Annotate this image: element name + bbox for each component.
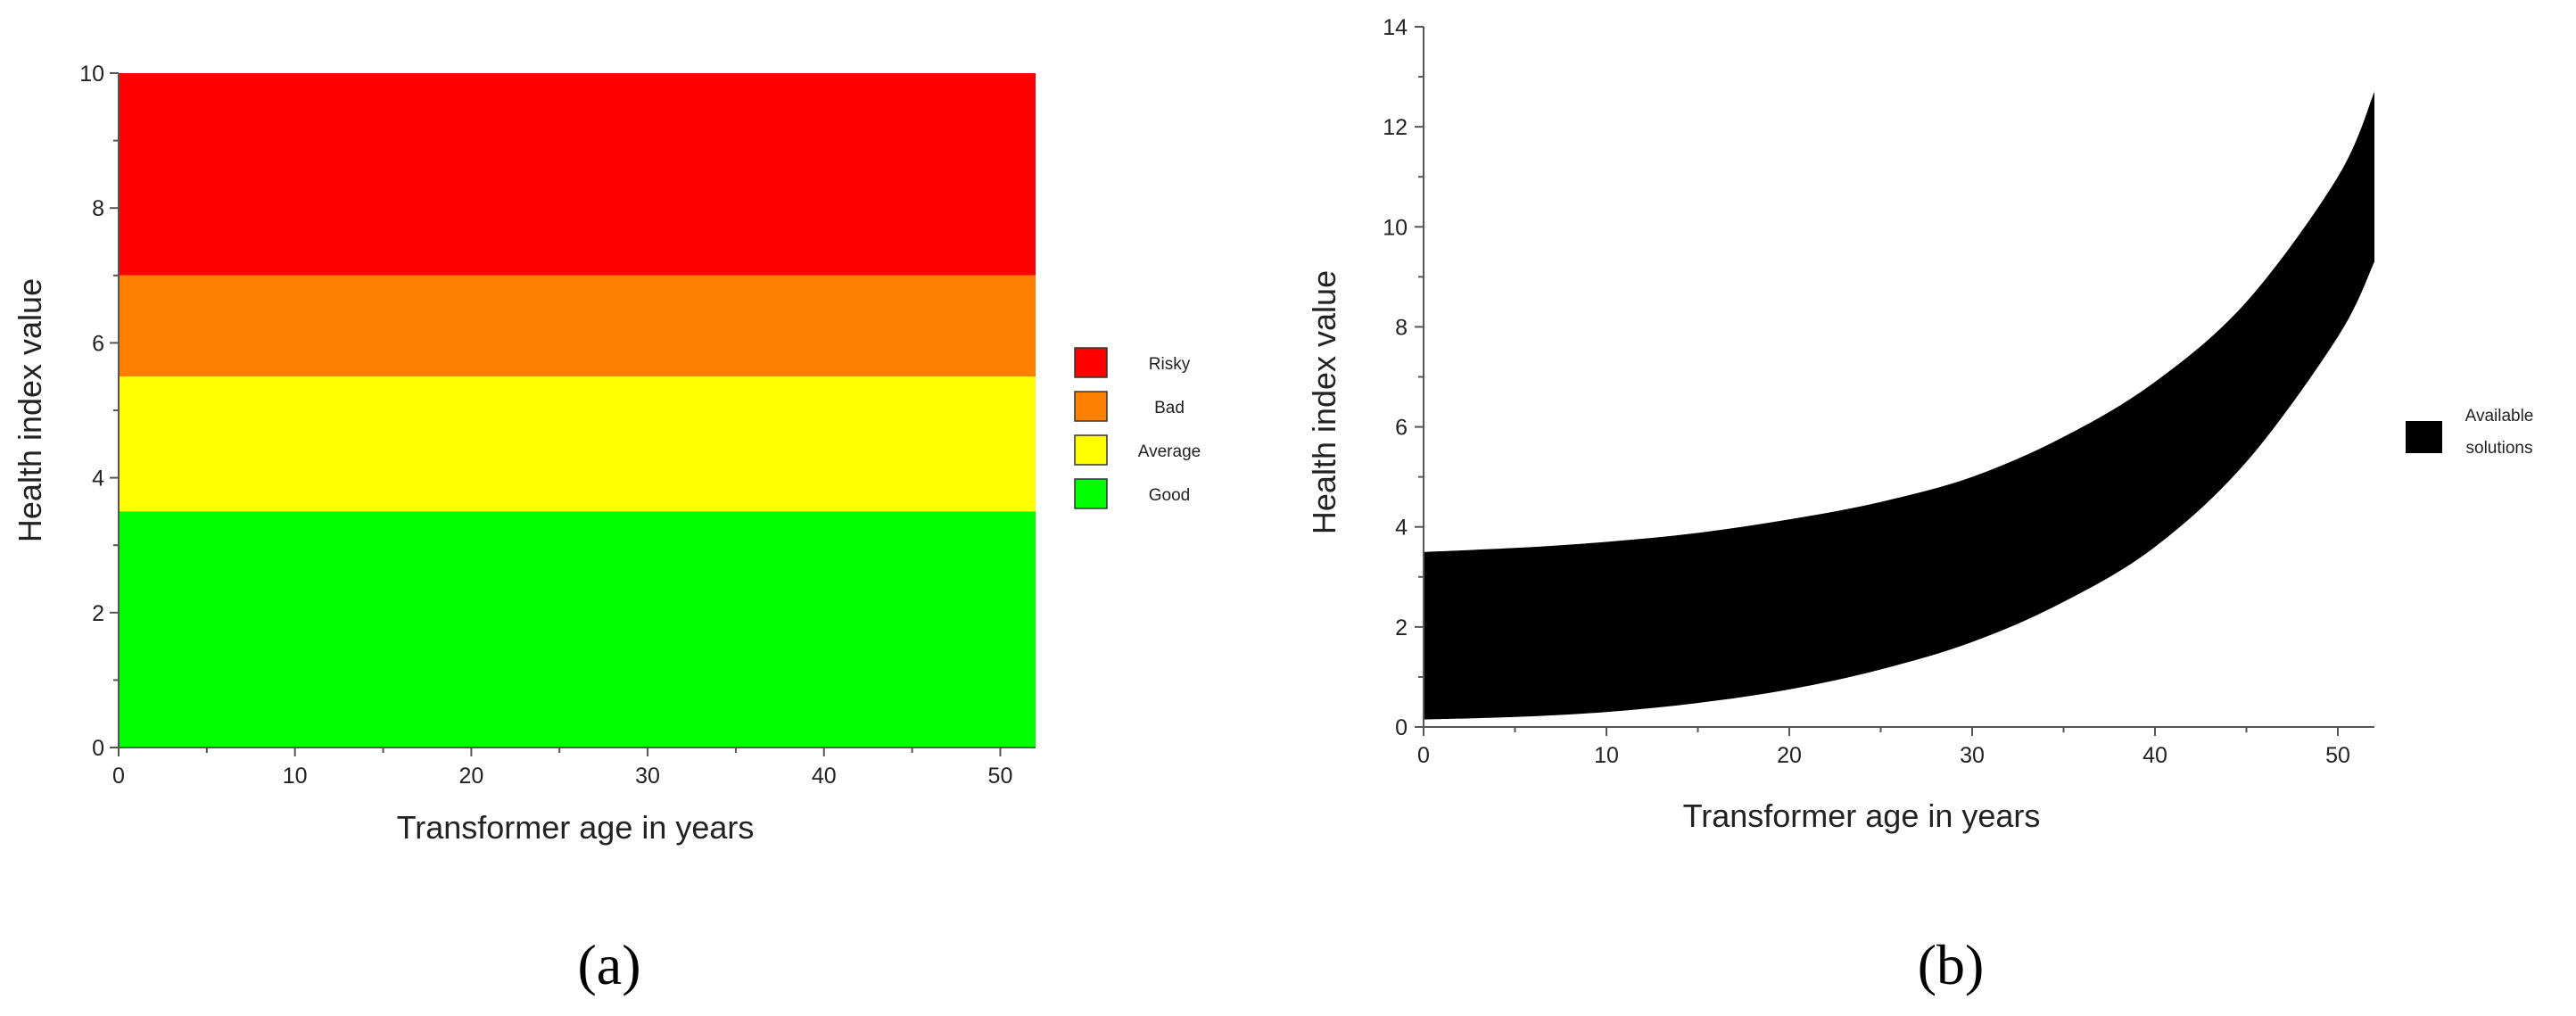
y-tick-group-b: 0 2 4 6 8 10 12 14 [1383,15,1424,740]
legend-label-average: Average [1138,442,1201,461]
y-tick-label-b: 12 [1383,115,1408,140]
band-group [119,73,1036,748]
legend-label-available-solutions: Available solutions [2465,407,2534,458]
band-good [119,511,1036,748]
legend-swatch-average [1074,434,1108,466]
panel-label-a: (a) [577,933,640,996]
y-tick-label-b: 10 [1383,215,1408,240]
x-axis-title-a: Transformer age in years [397,809,755,846]
x-tick-label-a: 50 [988,764,1013,789]
band-bad [119,275,1036,377]
y-tick-label-b: 4 [1395,516,1408,541]
legend-swatch-bad [1074,391,1108,422]
y-tick-label-a: 6 [92,331,104,356]
x-tick-label-a: 30 [635,764,660,789]
x-tick-label-b: 40 [2143,743,2167,768]
x-tick-group-b: 0 10 20 30 40 50 [1417,727,2350,768]
legend-swatch-good [1074,478,1108,509]
band-risky [119,73,1036,276]
y-axis-title-b: Health index value [1306,270,1342,534]
legend-label-good: Good [1149,486,1190,505]
legend-swatch-available-solutions [2406,421,2442,453]
chart-panel-b: 0 10 20 30 40 50 0 2 4 6 8 10 12 14 Transformer age … [1306,15,2533,996]
x-tick-group-a: 0 10 20 30 40 50 [112,748,1012,789]
y-tick-label-a: 2 [92,601,104,626]
y-tick-label-b: 14 [1383,15,1408,40]
x-tick-label-a: 10 [283,764,308,789]
y-tick-label-b: 2 [1395,615,1408,640]
x-axis-title-b: Transformer age in years [1683,797,2041,834]
x-tick-label-b: 20 [1777,743,1802,768]
available-solutions-area [1424,91,2374,720]
y-tick-label-a: 0 [92,736,104,761]
y-tick-label-a: 10 [79,62,104,87]
x-tick-label-b: 10 [1594,743,1619,768]
y-axis-title-a: Health index value [12,278,48,542]
legend-swatch-risky [1074,347,1108,378]
panel-label-b: (b) [1918,933,1985,996]
chart-panel-a: 0 10 20 30 40 50 0 2 4 6 8 10 Transformer age in y… [12,62,1201,996]
y-tick-label-a: 8 [92,196,104,221]
x-tick-label-b: 30 [1960,743,1985,768]
legend-label-bad: Bad [1154,399,1185,417]
y-tick-label-b: 0 [1395,715,1408,740]
y-tick-group-a: 0 2 4 6 8 10 [79,62,119,761]
legend-label-risky: Risky [1149,355,1191,374]
legend-b: Available solutions [2406,407,2533,458]
y-tick-label-b: 8 [1395,315,1408,340]
x-tick-label-a: 20 [458,764,483,789]
band-average [119,376,1036,512]
y-tick-label-b: 6 [1395,416,1408,441]
x-tick-label-a: 40 [812,764,837,789]
x-tick-label-b: 50 [2325,743,2350,768]
x-tick-label-b: 0 [1417,743,1430,768]
legend-a: Risky Bad Average Good [1074,347,1201,509]
x-tick-label-a: 0 [112,764,125,789]
y-tick-label-a: 4 [92,467,104,491]
